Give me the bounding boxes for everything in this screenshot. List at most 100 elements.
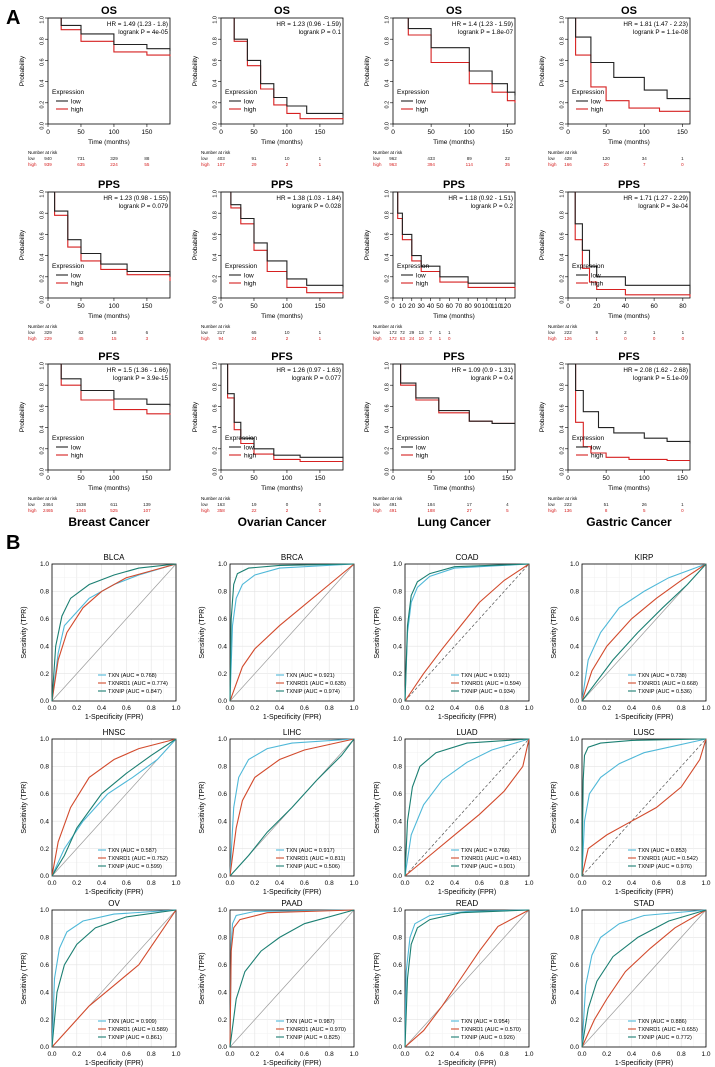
roc-y-tick-label: 1.0 [393, 907, 402, 914]
km-at-risk-high-value: 126 [564, 336, 572, 341]
roc-y-tick-label: 0.0 [40, 873, 49, 880]
km-x-tick-label: 0 [566, 129, 570, 136]
km-y-tick-label: 0.6 [559, 404, 565, 412]
km-legend-low: low [71, 445, 81, 452]
km-legend-title: Expression [225, 89, 258, 96]
roc-y-axis-label: Sensitivity (TPR) [374, 606, 381, 658]
km-x-tick-label: 150 [677, 475, 688, 482]
km-legend-low: low [591, 273, 601, 280]
cancer-type-label: Breast Cancer [68, 515, 150, 529]
roc-curve-txnip [404, 563, 530, 702]
km-plot-frame [47, 191, 171, 299]
cancer-type-label: Ovarian Cancer [238, 515, 327, 529]
roc-x-tick-label: 0.6 [475, 705, 484, 712]
km-at-risk-low-value: 1 [439, 330, 442, 335]
km-at-risk-high-value: 5 [643, 508, 646, 513]
roc-y-axis-label: Sensitivity (TPR) [199, 952, 206, 1004]
km-y-tick-label: 0.2 [39, 447, 45, 455]
roc-y-tick-label: 0.2 [40, 671, 49, 678]
km-at-risk-title: Number at risk [28, 150, 58, 155]
km-at-risk-high-value: 15 [111, 336, 117, 341]
km-at-risk-title: Number at risk [548, 324, 578, 329]
km-hr-text: HR = 1.49 (1.23 - 1.8) [107, 21, 168, 28]
km-at-risk-high-value: 1345 [76, 508, 87, 513]
km-at-risk-low-tag: low [548, 330, 556, 335]
roc-x-tick-label: 0.4 [275, 880, 284, 887]
roc-y-tick-label: 0.6 [218, 962, 227, 969]
roc-x-axis-label: 1-Specificity (FPR) [263, 1060, 321, 1067]
roc-y-tick-label: 0.8 [570, 764, 579, 771]
km-y-tick-label: 0.0 [39, 122, 45, 130]
km-panel: PPS 0.0 0.2 0.4 0.6 0.8 1.0 Probability 0 50 100 15… [19, 179, 171, 341]
km-y-tick-label: 0.6 [39, 58, 45, 66]
km-hr-text: HR = 1.4 (1.23 - 1.59) [452, 21, 513, 28]
km-y-tick-label: 0.8 [559, 383, 565, 391]
roc-x-tick-label: 0.6 [300, 880, 309, 887]
roc-y-axis-label: Sensitivity (TPR) [374, 781, 381, 833]
km-at-risk-high-value: 491 [389, 508, 397, 513]
km-x-tick-label: 50 [77, 129, 85, 136]
roc-plot-frame [581, 909, 707, 1048]
roc-diagonal-line [229, 909, 355, 1048]
roc-diagonal-line [404, 909, 530, 1048]
km-panel-title: PPS [98, 179, 120, 191]
km-hr-text: HR = 1.26 (0.97 - 1.63) [276, 367, 341, 374]
km-y-tick-label: 0.2 [559, 447, 565, 455]
km-panel-title: OS [101, 5, 117, 17]
km-legend-title: Expression [572, 89, 605, 96]
roc-legend-label: TXNIP (AUC = 0.536) [638, 689, 692, 695]
km-at-risk-high-value: 166 [564, 162, 572, 167]
km-curve-low [568, 363, 691, 444]
km-y-tick-label: 0.4 [212, 80, 218, 88]
km-legend-title: Expression [225, 435, 258, 442]
roc-curve-txnrd1 [51, 563, 177, 702]
roc-diagonal-line [51, 563, 177, 702]
km-y-tick-label: 0.0 [559, 296, 565, 304]
km-legend-low: low [591, 445, 601, 452]
km-y-tick-label: 0.8 [212, 211, 218, 219]
km-x-axis-label: Time (months) [88, 485, 130, 492]
km-x-tick-label: 0 [46, 129, 50, 136]
km-at-risk-high-value: 55 [144, 162, 150, 167]
km-at-risk-high-value: 7 [643, 162, 646, 167]
roc-y-axis-label: Sensitivity (TPR) [199, 781, 206, 833]
roc-legend-label: TXN (AUC = 0.921) [286, 673, 335, 679]
roc-y-tick-label: 1.0 [570, 561, 579, 568]
km-at-risk-high-value: 172 [389, 336, 397, 341]
roc-x-tick-label: 0.4 [627, 705, 636, 712]
km-curve-low [393, 17, 516, 96]
roc-panel: BRCA 0.00.0 0.2 0.2 0.4 0.4 0.6 0.6 0.8 0.8 1.0 1.0… [199, 553, 359, 721]
roc-y-tick-label: 0.4 [40, 643, 49, 650]
roc-x-tick-label: 0.8 [325, 1051, 334, 1058]
km-at-risk-low-value: 731 [77, 156, 85, 161]
km-at-risk-low-value: 89 [467, 156, 473, 161]
km-at-risk-high-tag: high [548, 508, 557, 513]
km-at-risk-low-value: 1538 [76, 502, 87, 507]
roc-panel-title: COAD [455, 553, 478, 562]
km-at-risk-high-value: 939 [44, 162, 52, 167]
km-at-risk-low-value: 7 [429, 330, 432, 335]
km-at-risk-high-value: 107 [217, 162, 225, 167]
km-legend-high: high [244, 281, 257, 288]
km-at-risk-high-value: 188 [427, 508, 435, 513]
km-plot-frame [220, 191, 344, 299]
roc-plot-frame [581, 738, 707, 877]
km-y-tick-label: 0.2 [212, 275, 218, 283]
km-at-risk-low-value: 13 [419, 330, 425, 335]
roc-curve-txnrd1 [581, 738, 707, 877]
roc-x-tick-label: 0.2 [250, 1051, 259, 1058]
km-x-tick-label: 100 [282, 129, 293, 136]
km-at-risk-high-value: 5 [506, 508, 509, 513]
km-at-risk-low-value: 2464 [43, 502, 54, 507]
km-at-risk-low-value: 88 [144, 156, 150, 161]
km-x-tick-label: 100 [109, 475, 120, 482]
km-at-risk-low-value: 2 [624, 330, 627, 335]
roc-x-tick-label: 0.6 [475, 1051, 484, 1058]
km-x-tick-label: 100 [282, 303, 293, 310]
roc-curve-txnip [51, 563, 177, 702]
roc-y-axis-label: Sensitivity (TPR) [199, 606, 206, 658]
roc-y-tick-label: 0.6 [40, 962, 49, 969]
roc-y-axis-label: Sensitivity (TPR) [551, 606, 558, 658]
roc-y-tick-label: 1.0 [570, 907, 579, 914]
roc-panel: LIHC 0.00.0 0.2 0.2 0.4 0.4 0.6 0.6 0.8 0.8 1.0 1.0… [199, 728, 359, 896]
